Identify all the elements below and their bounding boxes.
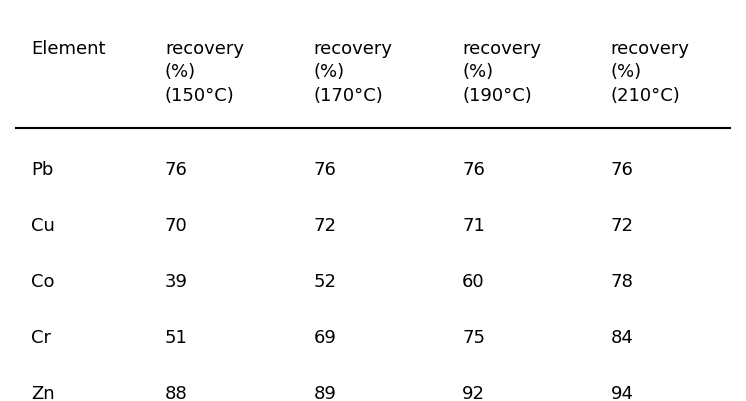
Text: Element: Element: [31, 40, 106, 58]
Text: 39: 39: [165, 272, 188, 290]
Text: 92: 92: [463, 384, 485, 401]
Text: 88: 88: [165, 384, 188, 401]
Text: Zn: Zn: [31, 384, 54, 401]
Text: Cu: Cu: [31, 217, 55, 234]
Text: 75: 75: [463, 328, 485, 346]
Text: 89: 89: [313, 384, 336, 401]
Text: 94: 94: [611, 384, 634, 401]
Text: 76: 76: [611, 161, 633, 178]
Text: recovery
(%)
(190°C): recovery (%) (190°C): [463, 40, 541, 105]
Text: 76: 76: [165, 161, 188, 178]
Text: 70: 70: [165, 217, 188, 234]
Text: 69: 69: [313, 328, 336, 346]
Text: 60: 60: [463, 272, 485, 290]
Text: 76: 76: [463, 161, 485, 178]
Text: 72: 72: [313, 217, 336, 234]
Text: Co: Co: [31, 272, 54, 290]
Text: 52: 52: [313, 272, 336, 290]
Text: 76: 76: [313, 161, 336, 178]
Text: 84: 84: [611, 328, 633, 346]
Text: Cr: Cr: [31, 328, 51, 346]
Text: recovery
(%)
(210°C): recovery (%) (210°C): [611, 40, 690, 105]
Text: Pb: Pb: [31, 161, 54, 178]
Text: 78: 78: [611, 272, 633, 290]
Text: 51: 51: [165, 328, 188, 346]
Text: recovery
(%)
(170°C): recovery (%) (170°C): [313, 40, 392, 105]
Text: recovery
(%)
(150°C): recovery (%) (150°C): [165, 40, 244, 105]
Text: 72: 72: [611, 217, 634, 234]
Text: 71: 71: [463, 217, 485, 234]
